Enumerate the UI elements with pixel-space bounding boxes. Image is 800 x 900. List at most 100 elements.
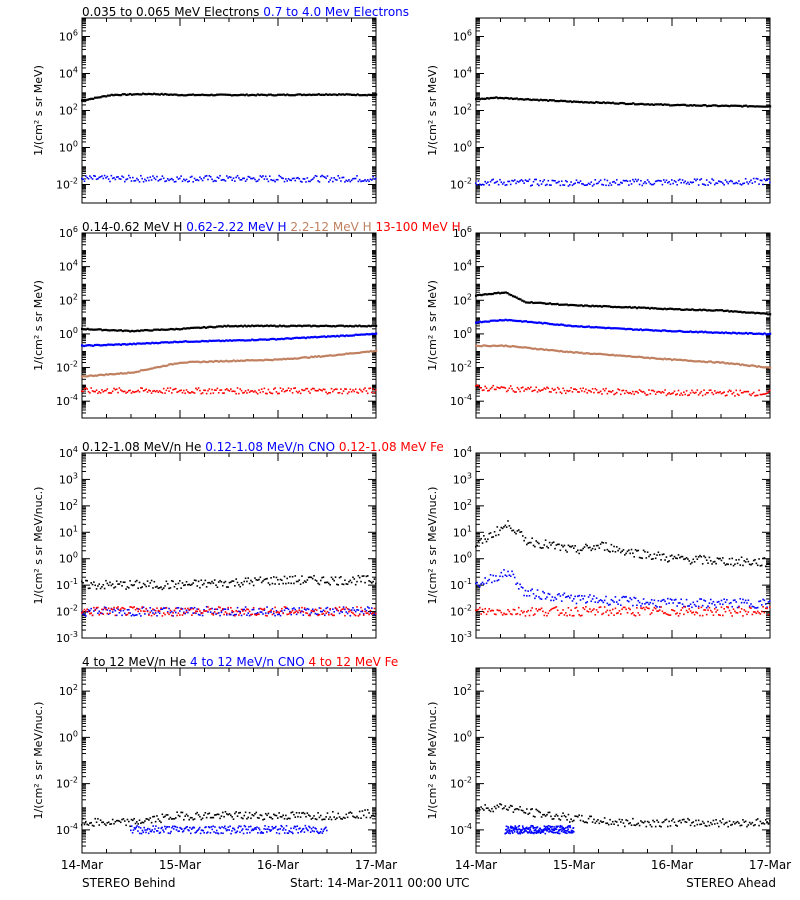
data-point [212, 326, 215, 329]
data-point [761, 312, 764, 315]
data-point [86, 388, 88, 390]
data-point [274, 583, 276, 585]
data-point [661, 103, 664, 107]
data-point [162, 93, 165, 96]
data-point [146, 818, 149, 820]
data-point [140, 615, 142, 617]
data-point [659, 329, 663, 333]
data-point [524, 301, 528, 304]
data-point [560, 180, 563, 183]
data-point [342, 176, 345, 179]
data-point [348, 179, 350, 181]
data-point [743, 104, 746, 107]
data-point [760, 179, 763, 182]
data-point [246, 614, 248, 616]
data-point [597, 544, 599, 547]
data-point [138, 181, 141, 183]
data-point [689, 610, 692, 612]
data-point [208, 175, 211, 177]
data-point [227, 586, 229, 588]
data-point [558, 543, 560, 546]
data-point [354, 333, 357, 336]
data-point [606, 609, 609, 612]
data-point [158, 366, 161, 369]
data-point [646, 393, 649, 396]
data-point [246, 580, 248, 583]
data-point [610, 598, 613, 601]
data-point [700, 104, 703, 107]
data-point [166, 178, 169, 180]
data-point [154, 609, 157, 612]
data-point [734, 610, 736, 613]
data-point [658, 179, 661, 182]
data-point [273, 324, 276, 327]
data-point [584, 101, 587, 104]
data-point [517, 606, 520, 609]
data-point [356, 580, 358, 583]
y-tick-exponent: -3 [70, 630, 78, 639]
data-point [319, 175, 322, 178]
data-point [219, 614, 221, 617]
data-point [528, 301, 531, 304]
data-point [313, 355, 317, 358]
data-point [769, 366, 772, 369]
data-point [747, 611, 750, 613]
data-point [763, 611, 766, 614]
data-point [638, 614, 641, 616]
data-point [668, 392, 670, 394]
data-point [597, 182, 599, 185]
data-point [153, 815, 156, 818]
data-point [208, 325, 211, 328]
data-point [153, 328, 156, 331]
data-point [297, 357, 300, 360]
data-point [707, 309, 711, 312]
data-point [197, 93, 200, 97]
data-point [606, 179, 609, 182]
data-point [763, 105, 766, 108]
data-point [250, 613, 252, 616]
data-point [215, 389, 217, 392]
data-point [111, 177, 114, 180]
data-point [680, 392, 682, 395]
y-tick-exponent: -4 [464, 393, 472, 402]
data-point [568, 389, 571, 392]
data-point [310, 93, 313, 97]
data-point [328, 392, 330, 394]
data-point [730, 601, 732, 604]
data-point [174, 180, 177, 183]
data-point [291, 94, 294, 97]
data-point [228, 176, 231, 178]
data-point [738, 605, 740, 608]
data-point [268, 610, 271, 613]
data-point [179, 340, 182, 343]
data-point [621, 327, 624, 330]
data-point [254, 613, 256, 616]
data-point [730, 362, 733, 365]
data-point [317, 355, 320, 358]
data-point [526, 301, 529, 304]
data-point [168, 587, 170, 590]
data-point [617, 354, 620, 357]
data-point [140, 586, 142, 589]
data-point [260, 324, 263, 327]
data-point [743, 364, 746, 367]
data-point [93, 390, 95, 393]
data-point [528, 346, 531, 350]
data-point [251, 93, 254, 96]
data-point [179, 580, 181, 582]
data-point [109, 392, 111, 394]
data-point [590, 181, 593, 183]
data-point [484, 97, 487, 100]
data-point [594, 613, 597, 616]
data-point [656, 329, 659, 332]
data-point [274, 614, 276, 617]
data-point [504, 96, 507, 100]
data-point [121, 390, 123, 392]
data-point [653, 599, 656, 602]
plot-frame [81, 17, 377, 204]
data-point [170, 177, 173, 180]
data-point [573, 351, 576, 354]
data-point [693, 360, 696, 363]
y-tick-label: 104 [453, 66, 472, 81]
data-point [367, 93, 370, 96]
